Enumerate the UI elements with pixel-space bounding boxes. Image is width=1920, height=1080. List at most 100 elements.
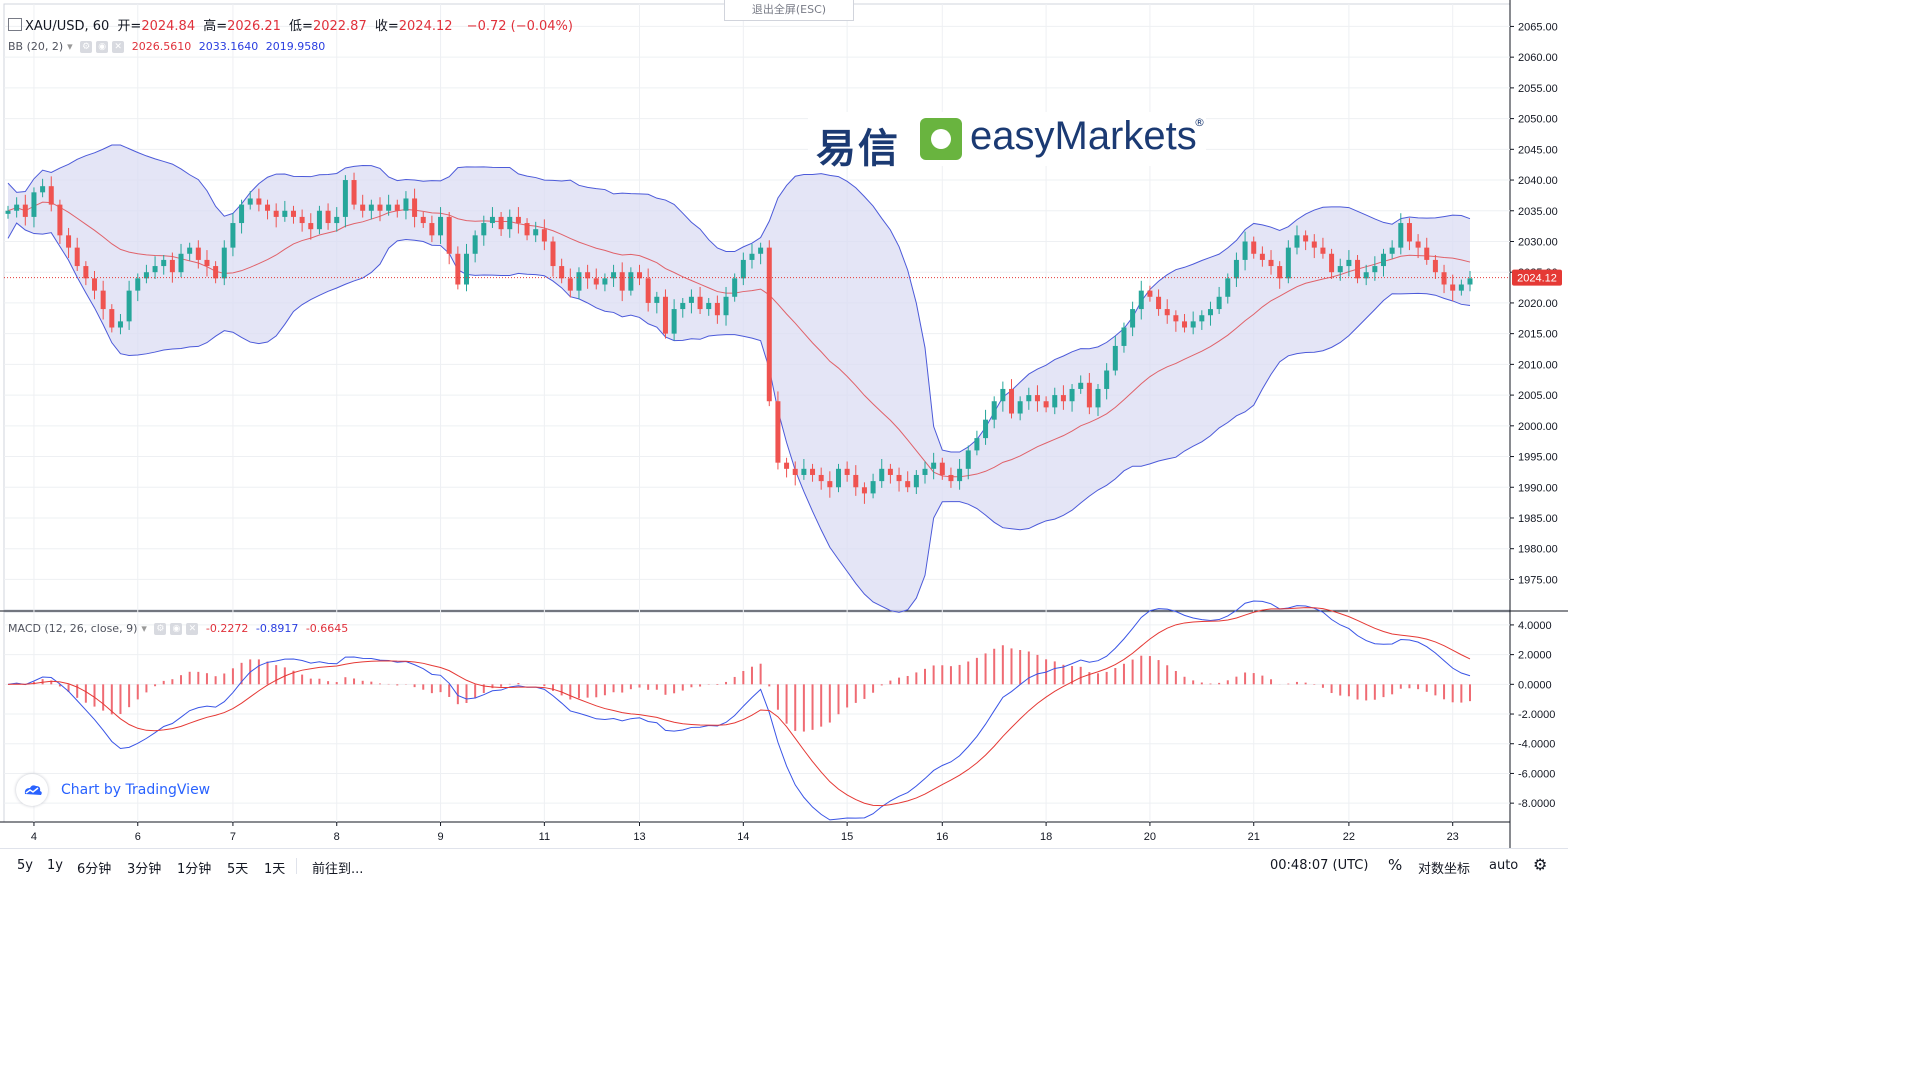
bollinger-middle-line: [7, 201, 1471, 478]
candle: [14, 204, 20, 211]
range-1d-button[interactable]: 1天: [264, 862, 286, 877]
macd-tick-label: -2.0000: [1518, 709, 1555, 721]
candle: [896, 474, 902, 482]
x-tick-label: 4: [31, 831, 37, 843]
open-value: 2024.84: [141, 19, 196, 34]
macd-tick-label: 0.0000: [1518, 679, 1552, 691]
candle: [801, 468, 807, 475]
candle: [57, 204, 63, 236]
macd-label[interactable]: MACD (12, 26, close, 9): [8, 622, 138, 635]
candle: [368, 204, 374, 211]
x-tick-label: 8: [334, 831, 340, 843]
range-3m-button[interactable]: 3分钟: [127, 862, 162, 877]
y-tick-label: 1985.00: [1518, 513, 1558, 525]
range-6m-button[interactable]: 6分钟: [77, 862, 112, 877]
macd-signal-line: [7, 607, 1471, 807]
candle: [161, 259, 167, 267]
close-icon[interactable]: ✕: [112, 41, 125, 53]
candle: [1052, 395, 1058, 408]
candle: [1225, 278, 1231, 297]
candle: [593, 278, 599, 285]
candle: [1363, 272, 1369, 279]
candle: [446, 216, 452, 254]
candle: [1069, 388, 1075, 402]
exit-fullscreen-button[interactable]: 退出全屏(ESC): [724, 0, 854, 21]
candle: [680, 302, 686, 310]
bb-label[interactable]: BB (20, 2): [8, 40, 64, 53]
candle: [533, 229, 539, 236]
x-tick-label: 15: [841, 831, 853, 843]
candle: [1138, 290, 1144, 310]
x-tick-label: 13: [633, 831, 645, 843]
candle: [308, 223, 314, 230]
candle: [671, 309, 677, 334]
candle: [22, 204, 28, 217]
y-tick-label: 2000.00: [1518, 421, 1558, 433]
y-tick-label: 2015.00: [1518, 329, 1558, 341]
y-tick-label: 2030.00: [1518, 236, 1558, 248]
candle: [187, 247, 193, 254]
candle: [394, 204, 400, 211]
y-tick-label: 1975.00: [1518, 574, 1558, 586]
candle: [1424, 247, 1430, 260]
macd-legend: MACD (12, 26, close, 9) ▾ ⚙ ◉ ✕ -0.2272 -0.…: [8, 622, 352, 635]
candle: [740, 259, 746, 279]
range-1m-button[interactable]: 1分钟: [177, 862, 212, 877]
chevron-down-icon[interactable]: ▾: [67, 40, 73, 53]
clock-readout[interactable]: 00:48:07 (UTC): [1270, 858, 1369, 873]
candle: [792, 468, 798, 475]
range-5y-button[interactable]: 5y: [17, 858, 33, 873]
eye-icon[interactable]: ◉: [96, 41, 109, 53]
candle: [628, 272, 634, 291]
eye-icon[interactable]: ◉: [170, 623, 183, 635]
candle: [1104, 370, 1110, 389]
candle: [1450, 284, 1456, 291]
candle: [1121, 327, 1127, 346]
close-value: 2024.12: [398, 19, 453, 34]
candle: [247, 198, 253, 205]
candle: [1000, 388, 1006, 402]
goto-date-button[interactable]: 前往到...: [312, 862, 364, 877]
candle: [1294, 235, 1300, 248]
candle: [515, 216, 521, 224]
log-scale-toggle[interactable]: 对数坐标: [1418, 862, 1471, 877]
candle: [991, 401, 997, 420]
chevron-down-icon[interactable]: ▾: [141, 622, 147, 635]
percent-toggle[interactable]: %: [1388, 856, 1403, 874]
candle: [1112, 345, 1118, 371]
y-tick-label: 1980.00: [1518, 544, 1558, 556]
candle: [1415, 241, 1421, 248]
candle: [602, 278, 608, 285]
candle: [239, 204, 245, 224]
high-value: 2026.21: [227, 19, 281, 34]
auto-scale-toggle[interactable]: auto: [1489, 858, 1519, 873]
candle: [282, 210, 288, 217]
symbol-label[interactable]: XAU/USD, 60: [25, 19, 110, 34]
settings-icon[interactable]: ⚙: [80, 41, 93, 53]
last-price-badge: [1512, 269, 1562, 286]
range-5d-button[interactable]: 5天: [227, 862, 249, 877]
candle: [706, 302, 712, 310]
open-label: 开=: [117, 19, 142, 34]
candle: [334, 216, 340, 224]
candle: [1207, 309, 1213, 316]
close-icon[interactable]: ✕: [186, 623, 199, 635]
gear-icon[interactable]: ⚙: [1533, 855, 1548, 874]
candle: [169, 259, 175, 273]
candle: [109, 309, 115, 328]
window-icon: [8, 18, 22, 31]
candle: [342, 180, 348, 217]
candle: [1285, 247, 1291, 279]
candle: [360, 204, 366, 211]
x-tick-label: 22: [1343, 831, 1355, 843]
chart-canvas[interactable]: 2065.002060.002055.002050.002045.002040.…: [0, 0, 1568, 848]
candle: [585, 272, 591, 279]
candle: [1389, 247, 1395, 254]
candle: [887, 468, 893, 475]
settings-icon[interactable]: ⚙: [154, 623, 167, 635]
candle: [1164, 309, 1170, 316]
x-tick-label: 7: [230, 831, 236, 843]
range-1y-button[interactable]: 1y: [47, 858, 63, 873]
tradingview-label[interactable]: Chart by TradingView: [61, 782, 211, 798]
macd-line: [7, 600, 1471, 821]
